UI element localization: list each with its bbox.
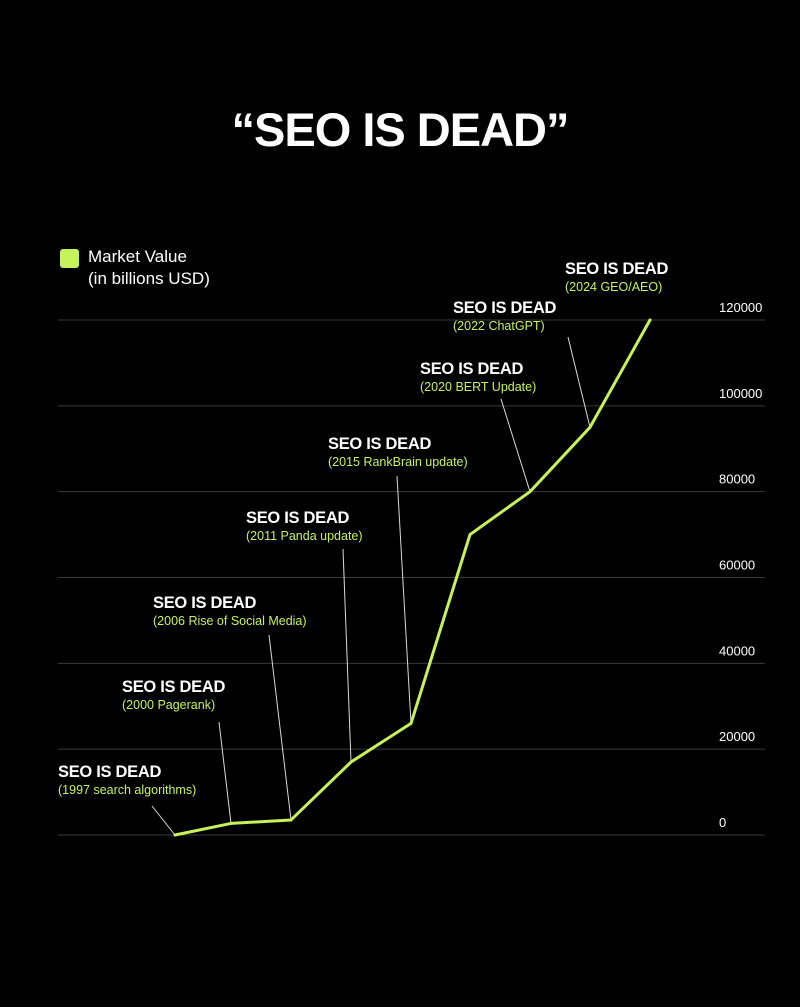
annotation-title: SEO IS DEAD bbox=[453, 299, 556, 317]
annotation-label: (2015 RankBrain update) bbox=[328, 455, 468, 469]
leader-line bbox=[396, 475, 412, 724]
leader-line bbox=[151, 805, 176, 836]
annotation-title: SEO IS DEAD bbox=[565, 260, 668, 278]
annotation-label: (1997 search algorithms) bbox=[58, 783, 196, 797]
y-tick-label: 40000 bbox=[719, 643, 755, 658]
leader-line bbox=[268, 634, 292, 821]
data-point bbox=[229, 821, 233, 825]
data-point bbox=[528, 490, 532, 494]
y-tick-label: 0 bbox=[719, 815, 726, 830]
annotation-label: (2020 BERT Update) bbox=[420, 380, 536, 394]
leader-line bbox=[218, 721, 232, 824]
data-point bbox=[289, 818, 293, 822]
data-point bbox=[468, 533, 472, 537]
y-tick-label: 60000 bbox=[719, 558, 755, 573]
annotation-title: SEO IS DEAD bbox=[328, 435, 431, 453]
annotation-title: SEO IS DEAD bbox=[246, 509, 349, 527]
leader-line bbox=[342, 548, 352, 763]
annotation-title: SEO IS DEAD bbox=[58, 763, 161, 781]
leader-line bbox=[500, 398, 531, 492]
chart-title: “SEO IS DEAD” bbox=[231, 103, 570, 156]
legend-label-line2: (in billions USD) bbox=[88, 269, 210, 288]
annotation-label: (2022 ChatGPT) bbox=[453, 319, 545, 333]
data-point bbox=[349, 760, 353, 764]
annotation-title: SEO IS DEAD bbox=[122, 678, 225, 696]
y-tick-label: 120000 bbox=[719, 300, 762, 315]
annotation-label: (2011 Panda update) bbox=[246, 529, 363, 543]
annotation-title: SEO IS DEAD bbox=[420, 360, 523, 378]
legend-label-line1: Market Value bbox=[88, 247, 187, 266]
annotation-label: (2024 GEO/AEO) bbox=[565, 280, 662, 294]
y-tick-label: 100000 bbox=[719, 386, 762, 401]
annotation-title: SEO IS DEAD bbox=[153, 594, 256, 612]
legend-label: Market Value (in billions USD) bbox=[88, 246, 308, 290]
leader-line bbox=[567, 336, 591, 428]
data-point bbox=[409, 721, 413, 725]
data-point bbox=[173, 833, 177, 837]
annotation-label: (2000 Pagerank) bbox=[122, 698, 215, 712]
data-point bbox=[648, 318, 652, 322]
legend-swatch bbox=[60, 249, 79, 268]
data-point bbox=[588, 425, 592, 429]
annotation-label: (2006 Rise of Social Media) bbox=[153, 614, 307, 628]
y-tick-label: 20000 bbox=[719, 729, 755, 744]
y-tick-label: 80000 bbox=[719, 472, 755, 487]
